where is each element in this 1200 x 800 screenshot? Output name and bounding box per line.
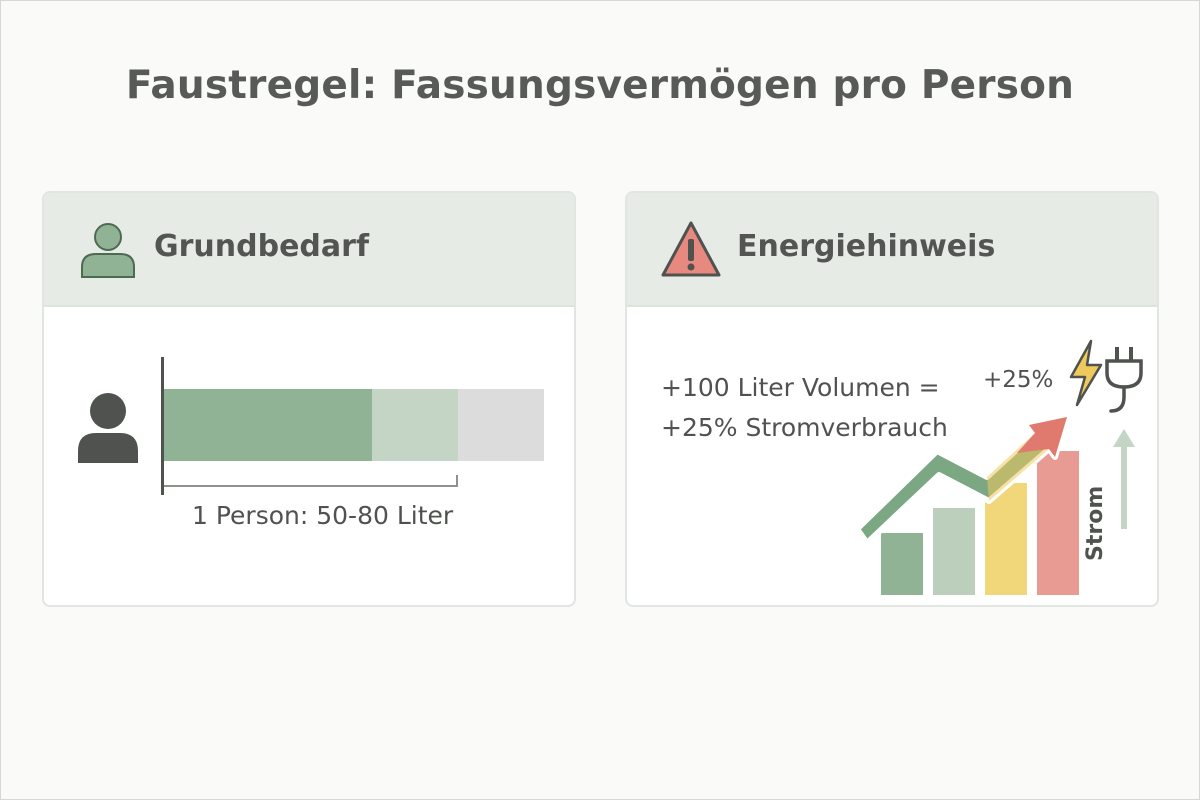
power-up-arrow xyxy=(1113,429,1135,529)
bar-axis-line xyxy=(161,357,164,495)
note-line-volume: +100 Liter Volumen = xyxy=(661,373,940,402)
energy-note-card: Energiehinweis +100 Liter Volumen = +25%… xyxy=(625,191,1159,607)
basic-requirement-heading: Grundbedarf xyxy=(154,229,369,264)
person-icon xyxy=(81,223,135,278)
energy-bar-1 xyxy=(881,533,923,595)
percent-label: +25% xyxy=(983,367,1054,393)
energy-note-card-header: Energiehinweis xyxy=(627,193,1157,307)
energy-note-heading: Energiehinweis xyxy=(737,229,996,264)
page-title: Faustregel: Fassungsvermögen pro Person xyxy=(125,63,1075,108)
bar-segment-rest xyxy=(458,389,544,461)
requirement-label: 1 Person: 50-80 Liter xyxy=(192,501,454,530)
energy-bar-4 xyxy=(1037,451,1079,595)
basic-requirement-card: Grundbedarf 1 Person: 50-80 Liter xyxy=(42,191,576,607)
note-line-power: +25% Stromverbrauch xyxy=(661,413,948,442)
energy-rise-graphic xyxy=(857,414,1079,595)
bar-segment-min xyxy=(164,389,372,461)
plug-icon xyxy=(1105,347,1143,413)
lightning-icon xyxy=(1069,339,1103,407)
range-bracket xyxy=(164,475,458,487)
basic-requirement-card-header: Grundbedarf xyxy=(44,193,574,307)
bar-segment-range xyxy=(372,389,458,461)
power-axis-label: Strom xyxy=(1083,485,1108,561)
warning-icon xyxy=(661,221,721,277)
dark-person-icon xyxy=(78,393,138,463)
energy-bar-2 xyxy=(933,508,975,595)
